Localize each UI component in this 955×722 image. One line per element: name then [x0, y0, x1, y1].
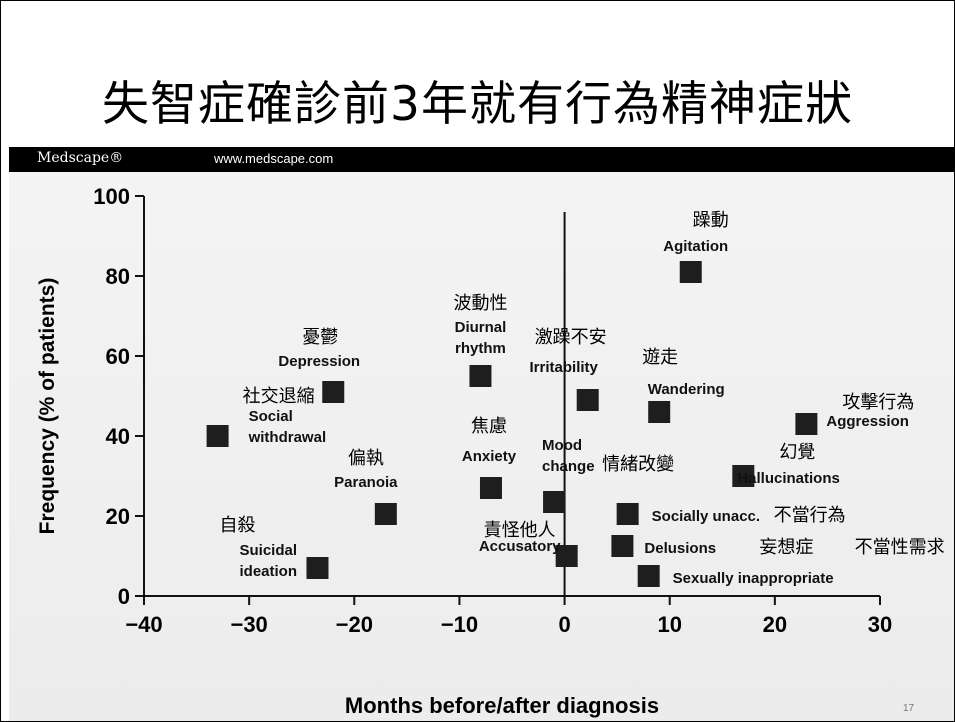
- data-point-square: [322, 381, 345, 403]
- data-point-square: [679, 261, 702, 283]
- scatter-chart: 0 20 40 60 80 100 −40 −30 −20 −10 0 10 20 30 社交退縮 Soci…: [36, 184, 945, 718]
- point-label-zh: 躁動: [693, 210, 729, 230]
- data-point-square: [795, 413, 818, 435]
- x-tick-label: −40: [125, 612, 162, 637]
- y-tick-label: 40: [106, 424, 130, 449]
- point-label-en: Irritability: [530, 359, 599, 376]
- data-point-square: [479, 477, 502, 499]
- data-point-square: [611, 535, 634, 557]
- point-label-en: Delusions: [644, 540, 716, 557]
- figure-header-bar: Medscape® www.medscape.com: [9, 147, 954, 172]
- data-point-square: [637, 565, 660, 587]
- point-label-en: Agitation: [663, 238, 728, 255]
- data-point-square: [374, 503, 397, 525]
- point-label-zh: 自殺: [219, 515, 255, 535]
- y-tick-label: 60: [106, 344, 130, 369]
- figure: Medscape® www.medscape.com 0 20 40 60 80 100−…: [9, 147, 954, 721]
- point-label-en: Sexually inappropriate: [673, 570, 834, 587]
- chart-marks: [206, 261, 818, 587]
- x-tick-label: 20: [763, 612, 787, 637]
- data-point-square: [648, 401, 671, 423]
- page-number: 17: [903, 703, 915, 714]
- x-axis-label: Months before/after diagnosis: [345, 693, 659, 718]
- y-tick-label: 0: [118, 584, 130, 609]
- x-tick-label: 10: [657, 612, 681, 637]
- point-label-en: Wandering: [648, 381, 725, 398]
- source-url: www.medscape.com: [214, 151, 334, 166]
- point-label-zh: 偏執: [348, 448, 384, 468]
- point-label-zh: 遊走: [642, 347, 678, 367]
- data-point-square: [543, 491, 566, 513]
- point-label-en: Diurnal: [455, 319, 507, 336]
- point-label-zh: 責怪他人: [484, 520, 556, 540]
- point-label-en: Anxiety: [462, 448, 517, 465]
- point-label-en: Depression: [278, 353, 360, 370]
- x-tick-label: −30: [230, 612, 267, 637]
- data-point-square: [616, 503, 639, 525]
- point-label-en: Mood: [542, 437, 582, 454]
- point-label-zh: 焦慮: [471, 416, 507, 436]
- point-label-en: Socially unacc.: [652, 508, 760, 525]
- point-label-en: change: [542, 458, 595, 475]
- point-label-zh: 幻覺: [779, 442, 815, 462]
- point-label-en: rhythm: [455, 340, 506, 357]
- slide-title: 失智症確診前3年就有行為精神症狀: [102, 77, 853, 132]
- x-tick-label: 0: [558, 612, 570, 637]
- chart-labels: 社交退縮 Social withdrawal 憂鬱 Depression 自殺 Suicid…: [219, 210, 944, 587]
- point-label-en: Aggression: [826, 413, 909, 430]
- data-point-square: [576, 389, 599, 411]
- data-point-square: [732, 465, 755, 487]
- point-label-en: ideation: [239, 563, 297, 580]
- x-tick-label: 30: [868, 612, 892, 637]
- y-axis-label: Frequency (% of patients): [36, 278, 59, 535]
- data-point-square: [306, 557, 329, 579]
- point-label-zh: 社交退縮: [243, 386, 315, 406]
- y-tick-label: 80: [106, 264, 130, 289]
- data-point-square: [555, 545, 578, 567]
- point-label-en: Paranoia: [334, 474, 398, 491]
- data-point-square: [469, 365, 492, 387]
- data-point-square: [206, 425, 229, 447]
- point-label-en: withdrawal: [248, 429, 327, 446]
- point-label-en: Suicidal: [239, 542, 297, 559]
- point-label-en: Accusatory: [479, 538, 561, 555]
- point-label-zh: 攻擊行為: [842, 392, 914, 412]
- point-label-zh: 妄想症: [759, 537, 813, 557]
- point-label-zh: 憂鬱: [302, 327, 338, 347]
- y-tick-label: 100: [93, 184, 130, 209]
- y-tick-label: 20: [106, 504, 130, 529]
- x-tick-label: −20: [336, 612, 373, 637]
- medscape-logo: Medscape®: [37, 150, 124, 166]
- point-label-zh: 不當行為: [774, 505, 846, 525]
- x-tick-label: −10: [441, 612, 478, 637]
- point-label-zh: 波動性: [453, 293, 507, 313]
- mood-change-zh-label: 情緒改變: [602, 454, 674, 474]
- point-label-en: Hallucinations: [737, 470, 840, 487]
- point-label-zh: 激躁不安: [535, 327, 607, 347]
- axes: 0 20 40 60 80 100 −40 −30 −20 −10 0 10 20 30: [93, 184, 892, 637]
- point-label-en: Social: [249, 408, 293, 425]
- point-label-zh: 不當性需求: [855, 537, 945, 557]
